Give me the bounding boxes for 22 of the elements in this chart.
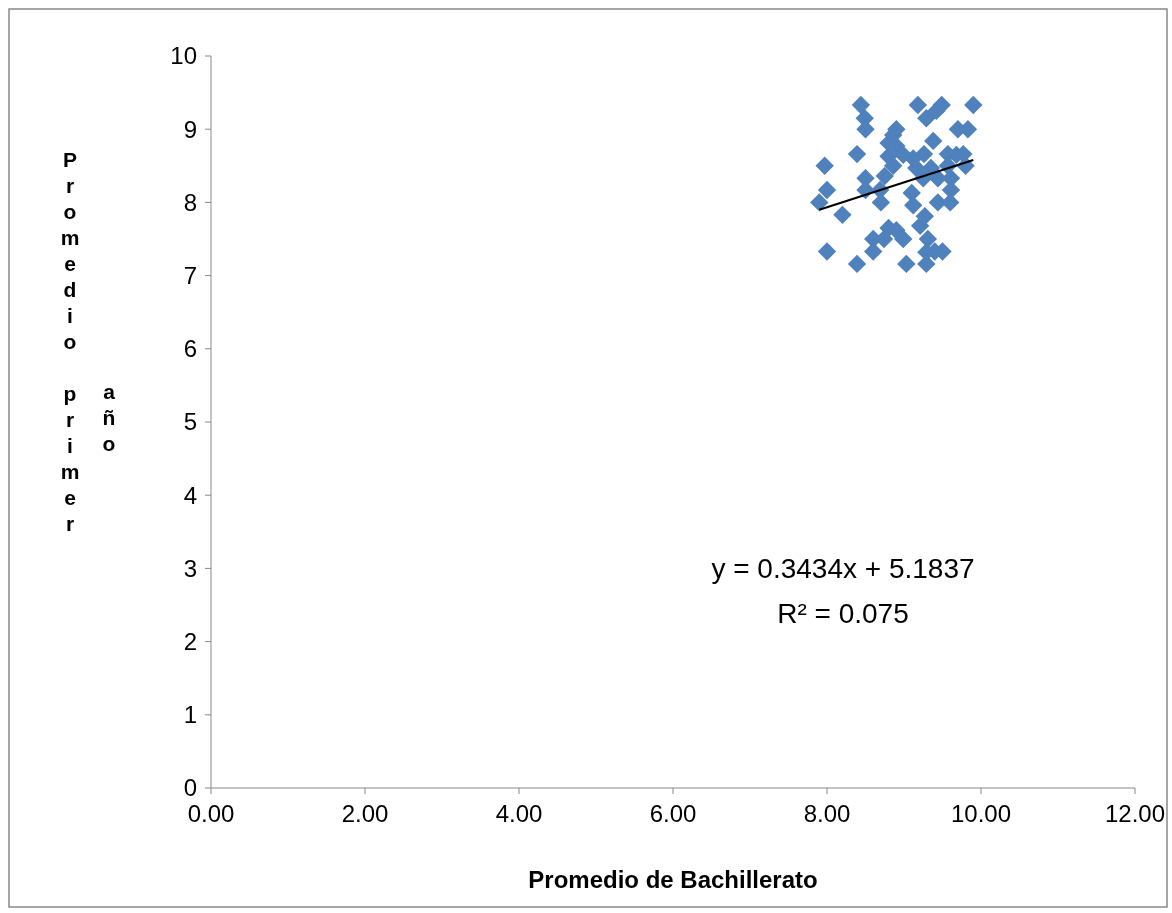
y-tick-label: 10	[170, 42, 197, 70]
x-tick-label: 0.00	[187, 800, 235, 827]
y-tick-label: 5	[183, 408, 197, 436]
y-tick-label: 8	[183, 188, 197, 216]
annotation: R² = 0.075	[777, 598, 909, 629]
x-tick-label: 10.00	[950, 800, 1012, 827]
x-tick-label: 12.00	[1104, 800, 1166, 827]
y-tick-label: 2	[183, 628, 197, 655]
x-tick-label: 6.00	[649, 800, 697, 827]
y-tick-label: 9	[183, 115, 197, 143]
y-tick-label: 6	[183, 335, 197, 363]
x-tick-label: 4.00	[495, 800, 543, 827]
y-tick-label: 3	[183, 554, 197, 582]
y-tick-label: 7	[183, 262, 197, 289]
y-tick-label: 0	[183, 774, 197, 802]
x-tick-label: 8.00	[803, 800, 851, 827]
x-axis-title: Promedio de Bachillerato	[528, 866, 818, 893]
y-tick-label: 4	[183, 481, 197, 509]
x-tick-label: 2.00	[341, 800, 389, 827]
y-axis-title: Promedio primer año	[58, 148, 121, 538]
y-tick-label: 1	[183, 701, 197, 729]
annotation: y = 0.3434x + 5.1837	[711, 553, 975, 584]
